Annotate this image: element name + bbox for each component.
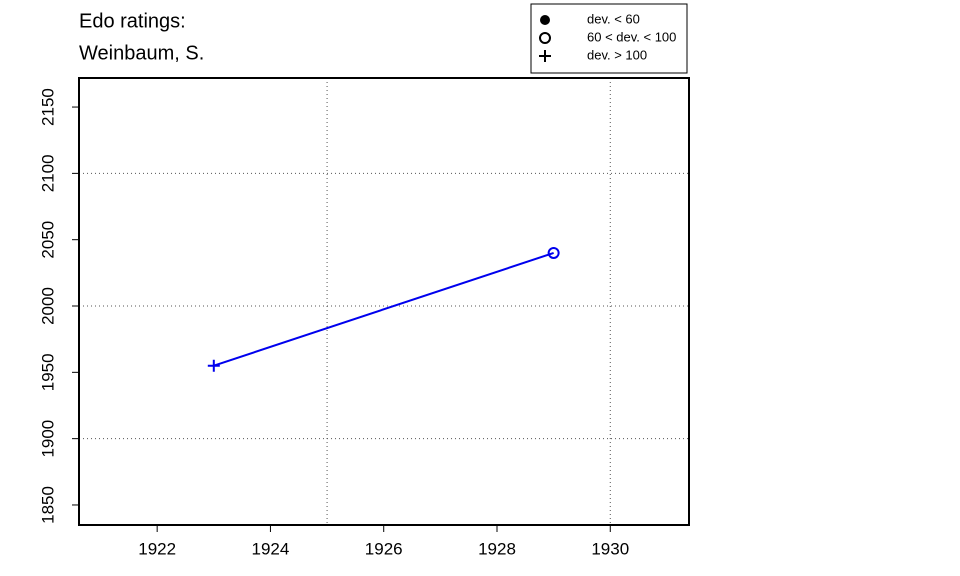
x-tick-label: 1924: [252, 539, 290, 558]
legend-symbol: [539, 32, 551, 44]
y-tick-label: 2000: [38, 287, 57, 325]
y-tick-label: 2050: [38, 221, 57, 259]
point: [547, 246, 560, 259]
legend-label: 60 < dev. < 100: [587, 29, 676, 44]
x-tick-label: 1922: [138, 539, 176, 558]
chart-subtitle: Weinbaum, S.: [79, 42, 204, 64]
x-tick-label: 1930: [591, 539, 629, 558]
legend-box: [530, 3, 688, 74]
y-tick-label: 2150: [38, 88, 57, 126]
legend-symbol: [539, 50, 551, 62]
legend-label: dev. < 60: [587, 11, 640, 26]
legend-label: dev. > 100: [587, 47, 647, 62]
plot-frame: [78, 77, 690, 526]
x-tick-label: 1928: [478, 539, 516, 558]
chart-title: Edo ratings:: [79, 10, 186, 32]
point: [207, 359, 220, 372]
y-tick-label: 1900: [38, 420, 57, 458]
legend-symbol: [540, 15, 550, 25]
y-tick-label: 1850: [38, 486, 57, 524]
y-tick-label: 2100: [38, 154, 57, 192]
x-tick-label: 1926: [365, 539, 403, 558]
y-tick-label: 1950: [38, 353, 57, 391]
line: [213, 252, 554, 367]
